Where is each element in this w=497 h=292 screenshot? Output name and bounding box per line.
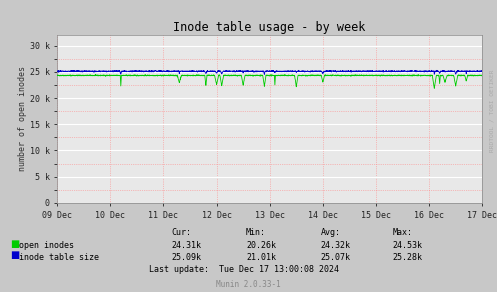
- Text: Max:: Max:: [393, 228, 413, 237]
- Text: RRDTOOL / TOBI OETIKER: RRDTOOL / TOBI OETIKER: [490, 70, 495, 152]
- Text: Cur:: Cur:: [171, 228, 191, 237]
- Text: Last update:  Tue Dec 17 13:00:08 2024: Last update: Tue Dec 17 13:00:08 2024: [149, 265, 339, 274]
- Text: ■: ■: [10, 251, 19, 260]
- Text: 24.31k: 24.31k: [171, 241, 201, 250]
- Text: 24.53k: 24.53k: [393, 241, 422, 250]
- Text: 21.01k: 21.01k: [246, 253, 276, 262]
- Text: Min:: Min:: [246, 228, 266, 237]
- Text: 24.32k: 24.32k: [321, 241, 350, 250]
- Text: 25.07k: 25.07k: [321, 253, 350, 262]
- Y-axis label: number of open inodes: number of open inodes: [18, 67, 27, 171]
- Title: Inode table usage - by week: Inode table usage - by week: [173, 21, 366, 34]
- Text: 25.28k: 25.28k: [393, 253, 422, 262]
- Text: Munin 2.0.33-1: Munin 2.0.33-1: [216, 280, 281, 289]
- Text: 20.26k: 20.26k: [246, 241, 276, 250]
- Text: open inodes: open inodes: [19, 241, 74, 250]
- Text: Avg:: Avg:: [321, 228, 340, 237]
- Text: inode table size: inode table size: [19, 253, 99, 262]
- Text: 25.09k: 25.09k: [171, 253, 201, 262]
- Text: ■: ■: [10, 239, 19, 249]
